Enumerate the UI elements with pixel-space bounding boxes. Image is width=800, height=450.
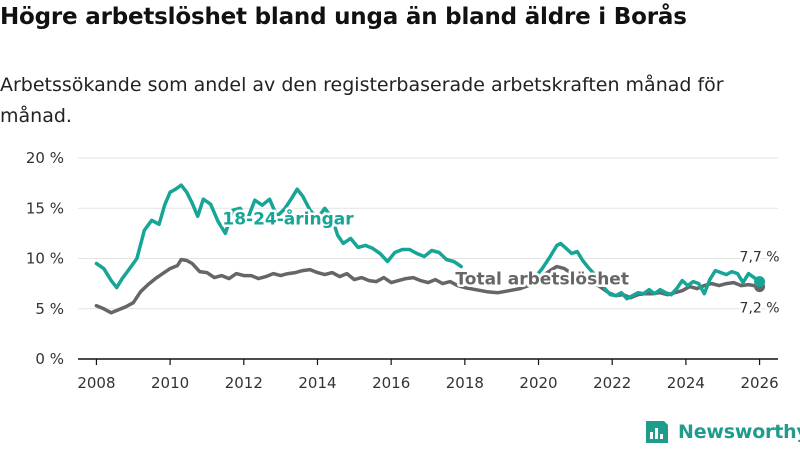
series-line-youth-3 (603, 268, 762, 301)
series-line-youth-2 (533, 241, 596, 280)
x-tick-label: 2012 (225, 374, 263, 392)
chart-subtitle: Arbetssökande som andel av den registerb… (0, 74, 724, 127)
y-tick-label: 20 % (26, 149, 64, 167)
y-tick-label: 15 % (26, 199, 64, 217)
series-line-youth-1 (94, 183, 463, 290)
newsworthy-logo-icon (646, 421, 668, 443)
x-tick-label: 2010 (151, 374, 189, 392)
series-line-total (94, 257, 762, 315)
x-tick-label: 2016 (372, 374, 410, 392)
series-label-youth: 18-24-åringar (222, 207, 354, 229)
brand-logo[interactable]: Newsworthy (644, 419, 800, 445)
y-tick-label: 5 % (35, 300, 64, 318)
x-tick-label: 2024 (667, 374, 705, 392)
end-value-label-total: 7,2 % (740, 301, 780, 317)
x-tick-label: 2022 (593, 374, 631, 392)
x-tick-label: 2018 (446, 374, 484, 392)
chart-title: Högre arbetslöshet bland unga än bland ä… (0, 4, 687, 30)
x-tick-label: 2008 (77, 374, 115, 392)
brand-name: Newsworthy (678, 421, 800, 443)
x-tick-label: 2020 (519, 374, 557, 392)
x-tick-label: 2026 (740, 374, 778, 392)
series-label-total: Total arbetslöshet (455, 270, 629, 290)
y-tick-label: 0 % (35, 350, 64, 368)
x-tick-label: 2014 (298, 374, 336, 392)
y-tick-label: 10 % (26, 250, 64, 268)
end-marker-youth (754, 276, 766, 288)
end-value-label-youth: 7,7 % (740, 250, 780, 266)
